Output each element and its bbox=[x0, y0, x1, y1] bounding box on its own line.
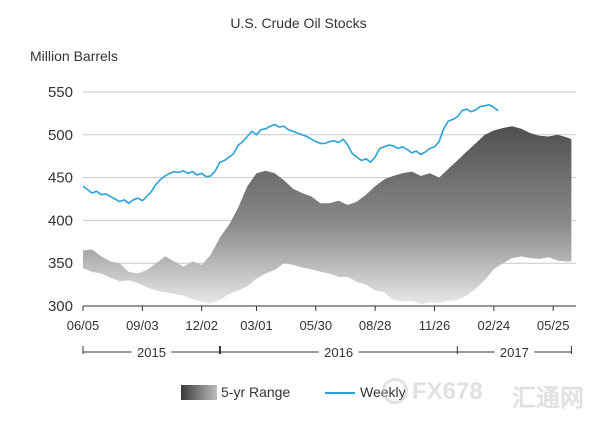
axes bbox=[82, 305, 576, 311]
y-tick-label: 450 bbox=[48, 170, 73, 187]
watermark: FX678 汇通网 bbox=[362, 372, 592, 412]
x-tick-label: 08/28 bbox=[359, 318, 392, 333]
x-tick-labels: 06/05 09/03 12/02 03/01 05/30 08/28 11/26 02/24… bbox=[67, 318, 570, 333]
year-label: 2017 bbox=[500, 345, 529, 360]
year-label: 2015 bbox=[137, 345, 166, 360]
x-tick-label: 12/02 bbox=[185, 318, 218, 333]
x-tick-label: 03/01 bbox=[240, 318, 273, 333]
x-tick-label: 05/30 bbox=[300, 318, 333, 333]
y-tick-label: 550 bbox=[48, 84, 73, 101]
legend-weekly-swatch bbox=[325, 392, 355, 394]
watermark-brand: FX678 bbox=[412, 378, 483, 405]
range-band bbox=[83, 126, 572, 305]
y-tick-label: 350 bbox=[48, 255, 73, 272]
y-axis-label: Million Barrels bbox=[30, 48, 118, 64]
legend: 5-yr Range Weekly bbox=[0, 383, 597, 405]
y-tick-label: 400 bbox=[48, 212, 73, 229]
chart-title: U.S. Crude Oil Stocks bbox=[230, 15, 367, 31]
range-area bbox=[83, 126, 572, 305]
watermark-cn: 汇通网 bbox=[512, 385, 584, 412]
legend-range-swatch bbox=[181, 385, 217, 400]
x-tick-label: 02/24 bbox=[478, 318, 511, 333]
weekly-series-line bbox=[82, 104, 499, 205]
y-tick-label: 500 bbox=[48, 127, 73, 144]
x-tick-label: 11/26 bbox=[419, 318, 451, 333]
year-axis: 2015 2016 2017 bbox=[82, 345, 572, 360]
x-tick-label: 06/05 bbox=[67, 318, 100, 333]
legend-range-label: 5-yr Range bbox=[221, 384, 291, 400]
x-tick-label: 05/25 bbox=[537, 318, 570, 333]
y-tick-labels: 300 350 400 450 500 550 bbox=[48, 84, 73, 315]
x-tick-label: 09/03 bbox=[126, 318, 159, 333]
year-label: 2016 bbox=[324, 345, 353, 360]
weekly-line bbox=[82, 104, 499, 205]
y-tick-label: 300 bbox=[48, 298, 73, 315]
watermark-logo-icon bbox=[382, 378, 408, 404]
